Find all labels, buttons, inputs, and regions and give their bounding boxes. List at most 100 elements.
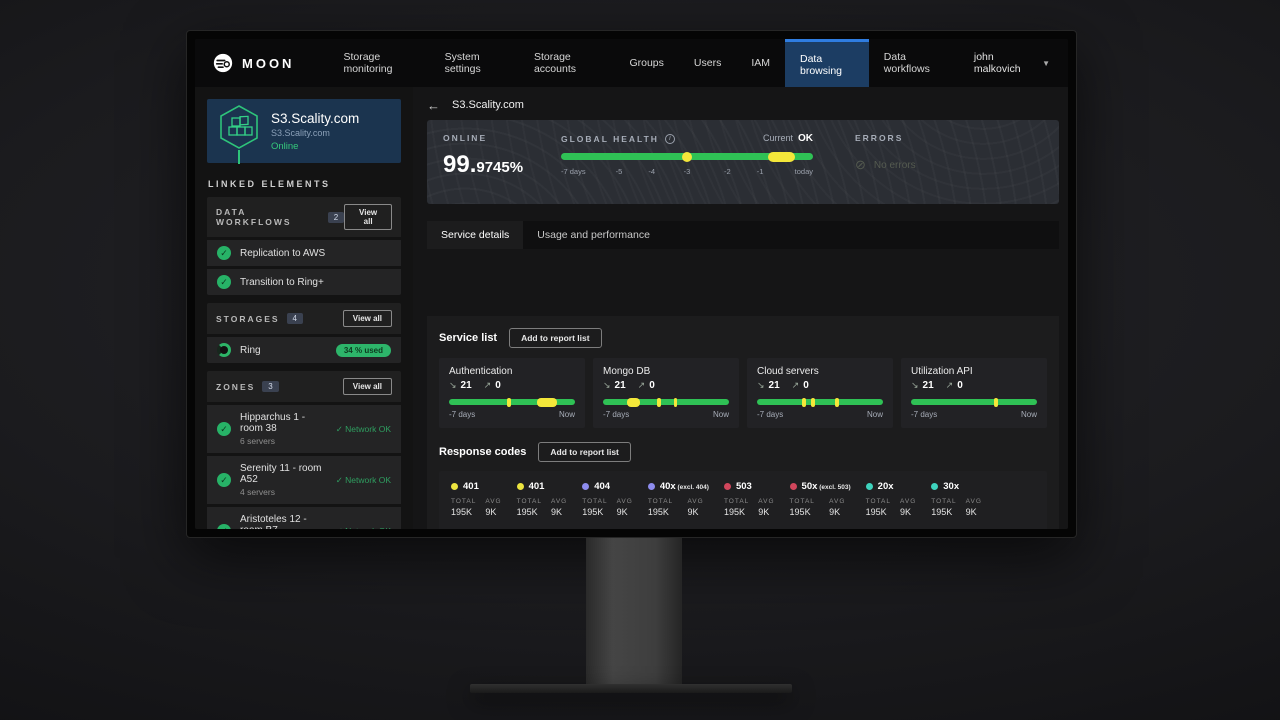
legend-avg-label: AVG [550,498,568,505]
nav-tab-iam[interactable]: IAM [751,57,770,69]
legend-values: TOTAL AVG 195K 9K [517,498,568,517]
service-up-count: 0 [803,380,809,391]
legend-item-top: 401 [451,481,502,492]
legend-total-value: 195K [451,507,473,517]
service-warning-mark [657,397,661,407]
main-content: ← S3.Scality.com ONLINE 99.9745% GLOBAL … [413,87,1068,529]
nav-tab-storage-monitoring[interactable]: Storage monitoring [343,51,393,75]
service-bar-labels: -7 days Now [603,410,729,419]
list-item[interactable]: ✓ Aristoteles 12 - room B71 server ✓ Netwo… [207,504,401,529]
sidebar: S3.Scality.com S3.Scality.com Online LIN… [195,87,419,529]
ring-icon [217,343,231,357]
legend-total-label: TOTAL [789,498,815,505]
usage-badge: 34 % used [335,343,391,357]
nav-tab-data-workflows[interactable]: Data workflows [883,51,930,75]
nav-tab-system-settings[interactable]: System settings [444,51,481,75]
legend-code: 503 [735,481,752,492]
trend-up-icon: ↗ [483,380,492,390]
service-warning-mark [835,397,839,407]
add-service-report-button[interactable]: Add to report list [509,328,602,348]
item-text: Serenity 11 - room A52 4 servers [240,463,327,497]
item-sublabel: 4 servers [240,487,275,497]
service-down-count: 21 [460,380,472,391]
no-errors: ⊘ No errors [855,157,916,172]
legend-dot-icon [451,483,458,490]
legend-total-value: 195K [723,507,745,517]
monitor-stand-base [470,684,792,693]
legend-item-top: 401 [516,481,568,492]
bar-start-label: -7 days [449,410,476,419]
legend-avg-label: AVG [687,498,704,505]
bar-end-label: Now [866,410,883,419]
monitor-bezel: MOON Storage monitoring System settings St… [186,30,1077,538]
legend-item-top: 50x (excl. 503) [789,481,851,492]
legend-avg-label: AVG [900,498,917,505]
service-card-utilization-api[interactable]: Utilization API ↘ 21 ↗ 0 -7 days Now [901,358,1047,428]
service-card-authentication[interactable]: Authentication ↘ 21 ↗ 0 -7 days Now [439,358,585,428]
legend-total-label: TOTAL [865,498,892,505]
list-item[interactable]: ✓ Hipparchus 1 - room 38 6 servers ✓ Networ… [207,402,401,453]
legend-avg-label: AVG [616,498,633,505]
service-health-bar [911,397,1037,407]
brand-name: MOON [242,55,295,71]
legend-avg-label: AVG [485,498,502,505]
back-arrow-icon[interactable]: ← [427,97,440,113]
global-health-bar [561,151,813,162]
tab-service-details[interactable]: Service details [427,221,524,249]
user-menu[interactable]: john malkovich ▼ [956,39,1068,87]
legend-dot-icon [516,483,524,490]
nav-tab-groups[interactable]: Groups [629,57,664,69]
nav-tab-users[interactable]: Users [693,57,722,69]
legend-total-value: 195K [789,507,811,517]
service-stats: ↘ 21 ↗ 0 [911,380,1037,391]
legend-values: TOTAL AVG 195K 9K [866,498,917,517]
network-status: ✓ Network OK [335,423,391,434]
legend-item-20x: 20x TOTAL AVG 195K 9K [865,481,917,517]
service-warning-mark [811,397,815,407]
list-item[interactable]: ✓ Transition to Ring+ [207,266,401,295]
view-all-button[interactable]: View all [344,204,392,230]
service-card-cloud-servers[interactable]: Cloud servers ↘ 21 ↗ 0 -7 days Now [747,358,893,428]
legend-values: TOTAL AVG 195K 9K [931,498,982,517]
tab-usage-and-performance[interactable]: Usage and performance [537,229,650,241]
legend-item-top: 404 [582,481,633,492]
legend-total-label: TOTAL [931,498,957,505]
service-warning-mark [994,397,998,407]
trend-up-icon: ↗ [945,380,954,390]
service-name: Utilization API [911,366,973,377]
service-warning-mark [673,397,678,407]
legend-dot-icon [931,483,939,490]
nav-tab-data-browsing[interactable]: Data browsing [785,39,869,87]
service-name: Authentication [449,366,513,377]
info-icon[interactable]: i [664,133,675,144]
bar-start-label: -7 days [603,410,630,419]
health-warning-mark [767,151,796,162]
legend-code: 404 [594,481,611,492]
legend-dot-icon [789,483,797,490]
list-item[interactable]: ✓ Replication to AWS [207,237,401,266]
legend-avg-label: AVG [965,498,982,505]
errors-label: ERRORS [855,133,904,143]
top-navbar: MOON Storage monitoring System settings St… [195,39,1068,87]
view-all-button[interactable]: View all [342,310,392,327]
node-card[interactable]: S3.Scality.com S3.Scality.com Online [207,99,401,164]
add-response-report-button[interactable]: Add to report list [538,442,631,462]
legend-total-value: 195K [582,507,604,517]
health-timeline: -7 days -5 -4 -3 -2 -1 today [561,167,813,179]
online-value: 99.9745% [443,151,524,178]
bar-end-label: Now [558,410,575,419]
node-title: S3.Scality.com [271,110,360,126]
trend-down-icon: ↘ [603,380,611,390]
list-item[interactable]: Ring 34 % used [207,334,401,363]
view-all-button[interactable]: View all [342,378,392,395]
response-codes-title: Response codes [439,446,527,458]
list-item[interactable]: ✓ Serenity 11 - room A52 4 servers ✓ Networ… [207,453,401,504]
service-card-mongo-db[interactable]: Mongo DB ↘ 21 ↗ 0 -7 days Now [593,358,739,428]
trend-down-icon: ↘ [449,380,457,390]
nav-tab-storage-accounts[interactable]: Storage accounts [533,51,576,75]
service-health-bar [757,397,883,407]
brand[interactable]: MOON [195,39,314,87]
legend-dot-icon [647,483,655,490]
monitor-stand-neck [586,538,682,686]
legend-item-30x: 30x TOTAL AVG 195K 9K [931,481,982,517]
